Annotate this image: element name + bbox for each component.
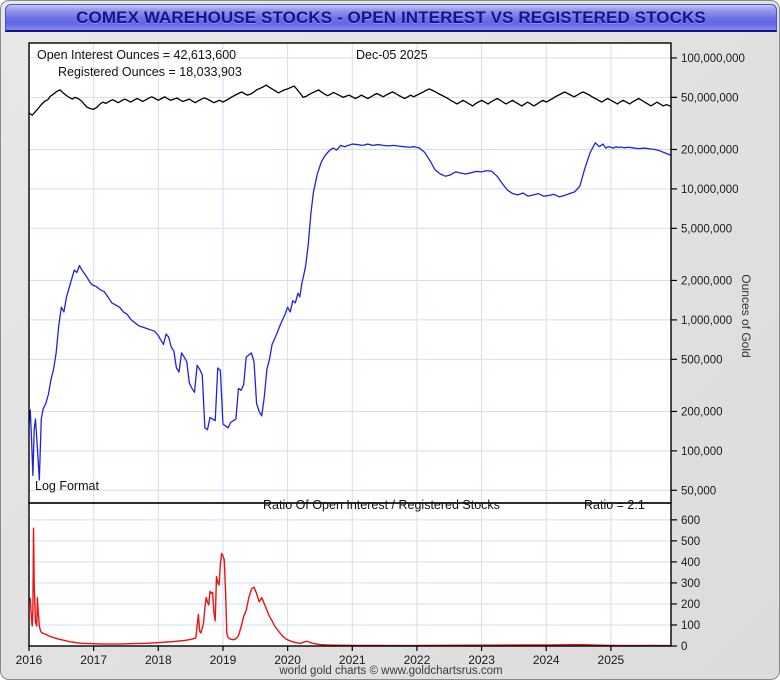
x-tick-label: 2017 <box>80 653 107 667</box>
ratio-y-tick-label: 600 <box>681 515 700 527</box>
date-annotation: Dec-05 2025 <box>356 48 428 62</box>
open-interest-annotation: Open Interest Ounces = 42,613,600 <box>37 48 236 62</box>
combined-chart-svg: 100,000,000 50,000,000 20,000,000 10,000,00… <box>16 42 753 677</box>
window-titlebar: COMEX WAREHOUSE STOCKS - OPEN INTEREST V… <box>5 4 777 32</box>
x-tick-label: 2019 <box>210 653 237 667</box>
y-tick-label: 50,000 <box>681 485 716 497</box>
y-tick-label: 500,000 <box>681 354 723 366</box>
y-tick-label: 5,000,000 <box>681 223 732 235</box>
x-axis-ticks: 2016 2017 2018 2019 2020 2021 2022 2023 2024 2025 <box>16 646 625 667</box>
y-tick-label: 100,000,000 <box>681 53 745 65</box>
ratio-y-tick-label: 400 <box>681 557 700 569</box>
x-tick-label: 2016 <box>16 653 43 667</box>
page-title: COMEX WAREHOUSE STOCKS - OPEN INTEREST V… <box>76 7 706 27</box>
ratio-y-tick-label: 200 <box>681 599 700 611</box>
registered-annotation: Registered Ounces = 18,033,903 <box>58 65 242 79</box>
footer-credit: world gold charts © www.goldchartsrus.co… <box>278 665 502 677</box>
main-plot-background <box>29 43 671 503</box>
ratio-y-tick-label: 500 <box>681 536 700 548</box>
ratio-y-tick-label: 100 <box>681 620 700 632</box>
y-tick-label: 2,000,000 <box>681 275 732 287</box>
x-tick-label: 2022 <box>404 653 431 667</box>
chart-canvas-area: 100,000,000 50,000,000 20,000,000 10,000,00… <box>1 33 779 679</box>
ratio-y-tick-label: 300 <box>681 578 700 590</box>
ratio-plot-background <box>29 503 671 646</box>
y-tick-label: 1,000,000 <box>681 315 732 327</box>
y-tick-label: 10,000,000 <box>681 184 739 196</box>
x-tick-label: 2020 <box>274 653 301 667</box>
y-axis-title: Ounces of Gold <box>739 274 753 357</box>
x-tick-label: 2018 <box>145 653 172 667</box>
series-line <box>28 142 672 481</box>
main-gridlines <box>28 43 671 503</box>
y-tick-label: 50,000,000 <box>681 92 739 104</box>
y-tick-label: 20,000,000 <box>681 144 739 156</box>
ratio-y-axis-ticks: 0 100 200 300 400 500 600 <box>671 515 700 653</box>
y-tick-label: 200,000 <box>681 406 723 418</box>
ratio-plot-frame <box>28 502 672 647</box>
x-tick-label: 2025 <box>598 653 625 667</box>
y-tick-label: 100,000 <box>681 446 723 458</box>
series-line <box>28 84 672 116</box>
x-tick-label: 2023 <box>468 653 495 667</box>
x-tick-label: 2021 <box>339 653 366 667</box>
log-format-label: Log Format <box>35 479 99 493</box>
ratio-y-tick-label: 0 <box>681 641 687 653</box>
main-y-axis-ticks: 100,000,000 50,000,000 20,000,000 10,000,00… <box>671 53 745 497</box>
main-series-lines <box>28 84 672 481</box>
ratio-panel-title: Ratio Of Open Interest / Registered Stoc… <box>263 498 500 512</box>
x-tick-label: 2024 <box>533 653 560 667</box>
ratio-value-label: Ratio = 2:1 <box>584 498 645 512</box>
